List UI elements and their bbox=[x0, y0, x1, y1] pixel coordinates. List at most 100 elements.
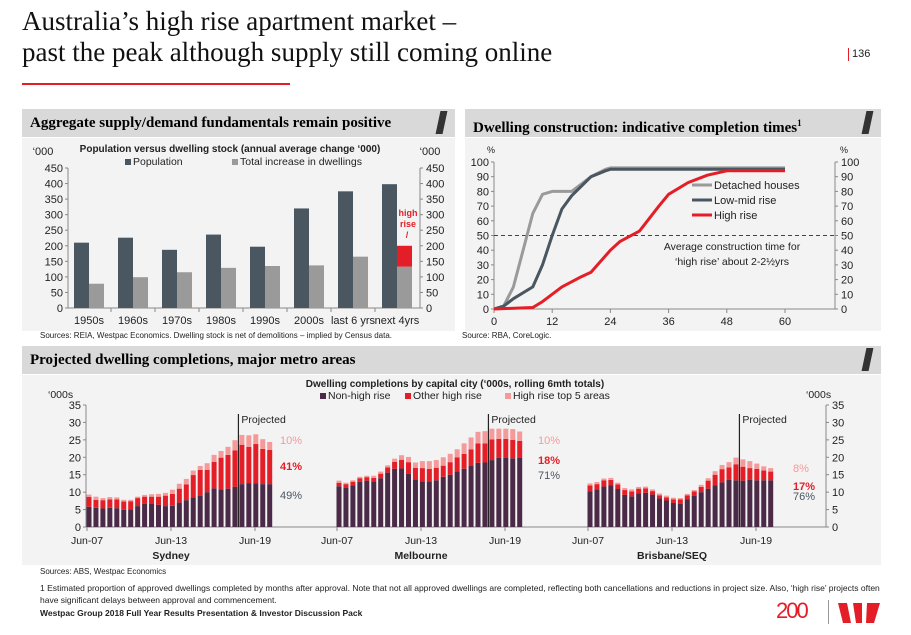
bar-other-high-rise bbox=[128, 501, 134, 510]
y-axis-unit-right: ‘000s bbox=[806, 389, 831, 401]
bar-high-rise-top5 bbox=[510, 429, 516, 440]
bar-high-rise-top5 bbox=[343, 482, 349, 485]
bar-non-high-rise bbox=[622, 494, 628, 527]
y-tick-label: 250 bbox=[45, 225, 63, 237]
bar-high-rise-top5 bbox=[433, 460, 439, 468]
bar-other-high-rise bbox=[663, 497, 669, 501]
x-tick-label: next 4yrs bbox=[375, 315, 420, 327]
bar-population bbox=[162, 249, 177, 308]
bar-non-high-rise bbox=[712, 485, 718, 527]
y-tick-label: 30 bbox=[477, 260, 489, 272]
bar-high-rise-top5 bbox=[267, 441, 273, 450]
bar-high-rise-top5 bbox=[169, 489, 175, 494]
bar-other-high-rise bbox=[86, 497, 92, 507]
city-label: Sydney bbox=[152, 550, 190, 562]
projected-label: Projected bbox=[241, 414, 286, 426]
title-underline bbox=[22, 83, 290, 85]
y-tick-label: 60 bbox=[841, 216, 853, 228]
bar-non-high-rise bbox=[677, 503, 683, 527]
bar-non-high-rise bbox=[93, 507, 99, 527]
bar-population bbox=[382, 184, 397, 308]
bar-other-high-rise bbox=[726, 467, 732, 480]
bar-population bbox=[74, 242, 89, 308]
bar-high-rise-top5 bbox=[747, 461, 753, 469]
x-tick-label: 1970s bbox=[162, 315, 192, 327]
y-tick-label: 150 bbox=[45, 256, 63, 268]
bar-other-high-rise bbox=[747, 468, 753, 480]
x-tick-label: 1990s bbox=[250, 315, 280, 327]
bar-high-rise-top5 bbox=[128, 499, 134, 502]
bar-non-high-rise bbox=[385, 472, 391, 527]
bar-non-high-rise bbox=[121, 509, 127, 527]
bar-other-high-rise bbox=[399, 459, 405, 469]
bar-other-high-rise bbox=[93, 499, 99, 508]
bar-other-high-rise bbox=[433, 467, 439, 481]
bar-non-high-rise bbox=[239, 484, 245, 527]
annotation-line-2: ‘high rise’ about 2-2½yrs bbox=[675, 256, 789, 268]
bar-high-rise-top5 bbox=[454, 449, 460, 458]
y-tick-label: 100 bbox=[45, 272, 63, 284]
y-tick-label: 0 bbox=[483, 304, 489, 316]
bar-non-high-rise bbox=[733, 480, 739, 527]
legend-label: Population bbox=[133, 156, 183, 168]
y-tick-label: 30 bbox=[832, 417, 844, 429]
bar-high-rise-top5 bbox=[629, 489, 635, 492]
bar-high-rise-top5 bbox=[218, 451, 224, 458]
bar-population bbox=[206, 234, 221, 308]
bar-other-high-rise bbox=[114, 499, 120, 509]
y-axis-unit-right: ‘000 bbox=[420, 146, 441, 158]
bar-high-rise-top5 bbox=[183, 478, 189, 485]
x-tick-label: Jun-13 bbox=[405, 535, 437, 547]
page-number: 136 bbox=[848, 48, 870, 61]
y-tick-label: 20 bbox=[832, 452, 844, 464]
bar-non-high-rise bbox=[169, 505, 175, 527]
bar-non-high-rise bbox=[761, 480, 767, 527]
left-panel-header: Aggregate supply/demand fundamentals rem… bbox=[22, 109, 455, 137]
x-tick-label: 48 bbox=[721, 316, 733, 328]
bar-non-high-rise bbox=[190, 497, 196, 527]
y-tick-label: 40 bbox=[477, 245, 489, 257]
bar-other-high-rise bbox=[239, 444, 245, 485]
bar-non-high-rise bbox=[768, 480, 774, 527]
legend-label: Detached houses bbox=[714, 180, 800, 192]
y-tick-label: 0 bbox=[75, 522, 81, 534]
title-line-2: past the peak although supply still comi… bbox=[22, 37, 553, 67]
y-tick-label: 10 bbox=[69, 487, 81, 499]
bar-high-rise-top5 bbox=[587, 483, 593, 486]
bar-other-high-rise bbox=[712, 474, 718, 486]
bar-non-high-rise bbox=[419, 481, 425, 527]
bar-other-high-rise bbox=[364, 477, 370, 481]
bar-high-rise-top5 bbox=[357, 476, 363, 479]
y-tick-label: 0 bbox=[832, 522, 838, 534]
y-tick-label: 90 bbox=[841, 172, 853, 184]
bar-other-high-rise bbox=[343, 484, 349, 488]
bar-other-high-rise bbox=[336, 482, 342, 487]
bar-high-rise-top5 bbox=[149, 494, 155, 497]
bar-dwellings bbox=[353, 256, 368, 308]
bar-other-high-rise bbox=[440, 465, 446, 477]
bar-non-high-rise bbox=[197, 495, 203, 527]
x-tick-label: 24 bbox=[604, 316, 616, 328]
bar-non-high-rise bbox=[162, 506, 168, 527]
y-tick-label: 50 bbox=[51, 287, 63, 299]
bar-other-high-rise bbox=[232, 450, 238, 487]
bar-other-high-rise bbox=[768, 471, 774, 481]
y-tick-label: 300 bbox=[426, 210, 444, 222]
bar-non-high-rise bbox=[392, 468, 398, 527]
y-tick-label: 80 bbox=[477, 186, 489, 198]
bar-non-high-rise bbox=[643, 492, 649, 527]
bar-high-rise-top5 bbox=[93, 496, 99, 500]
bar-other-high-rise bbox=[608, 479, 614, 486]
bar-high-rise-top5 bbox=[461, 443, 467, 454]
bar-high-rise-top5 bbox=[211, 454, 217, 462]
bar-other-high-rise bbox=[517, 440, 523, 458]
bar-non-high-rise bbox=[740, 480, 746, 527]
bar-other-high-rise bbox=[677, 499, 683, 504]
y-tick-label: 50 bbox=[426, 287, 438, 299]
bar-non-high-rise bbox=[433, 480, 439, 527]
bar-other-high-rise bbox=[754, 468, 760, 481]
line-low-mid-rise bbox=[493, 167, 785, 311]
bar-other-high-rise bbox=[169, 493, 175, 506]
bar-other-high-rise bbox=[650, 491, 656, 495]
